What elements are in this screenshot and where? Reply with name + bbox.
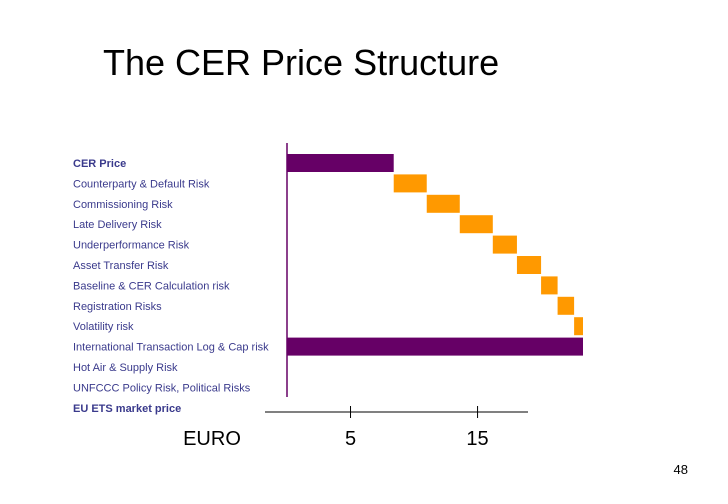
category-label: Asset Transfer Risk — [73, 260, 169, 272]
slide-title: The CER Price Structure — [103, 42, 500, 83]
bar — [516, 256, 542, 274]
bar — [287, 337, 583, 356]
bar — [574, 317, 583, 336]
page-number: 48 — [673, 462, 688, 477]
category-labels: CER Price Counterparty & Default Risk Comm… — [73, 158, 269, 415]
x-tick-label: 15 — [466, 428, 488, 450]
bar — [557, 296, 575, 315]
category-label: CER Price — [73, 158, 126, 170]
x-tick-label: 5 — [345, 428, 356, 450]
category-label: EU ETS market price — [73, 403, 181, 415]
category-label: Baseline & CER Calculation risk — [73, 280, 230, 292]
bar — [287, 154, 394, 172]
category-label: Underperformance Risk — [73, 240, 190, 252]
bar — [393, 174, 427, 193]
category-label: UNFCCC Policy Risk, Political Risks — [73, 382, 251, 394]
x-axis: EURO 5 15 — [183, 406, 489, 450]
category-label: International Transaction Log & Cap risk — [73, 342, 269, 354]
x-axis-label: EURO — [183, 428, 241, 450]
bar — [426, 194, 460, 213]
category-label: Registration Risks — [73, 301, 162, 313]
bar — [492, 235, 517, 254]
category-label: Volatility risk — [73, 321, 134, 333]
bar — [541, 276, 558, 295]
bar — [459, 215, 493, 234]
category-label: Hot Air & Supply Risk — [73, 362, 178, 374]
category-label: Counterparty & Default Risk — [73, 178, 210, 190]
bars — [287, 154, 583, 356]
category-label: Late Delivery Risk — [73, 219, 162, 231]
category-label: Commissioning Risk — [73, 199, 173, 211]
